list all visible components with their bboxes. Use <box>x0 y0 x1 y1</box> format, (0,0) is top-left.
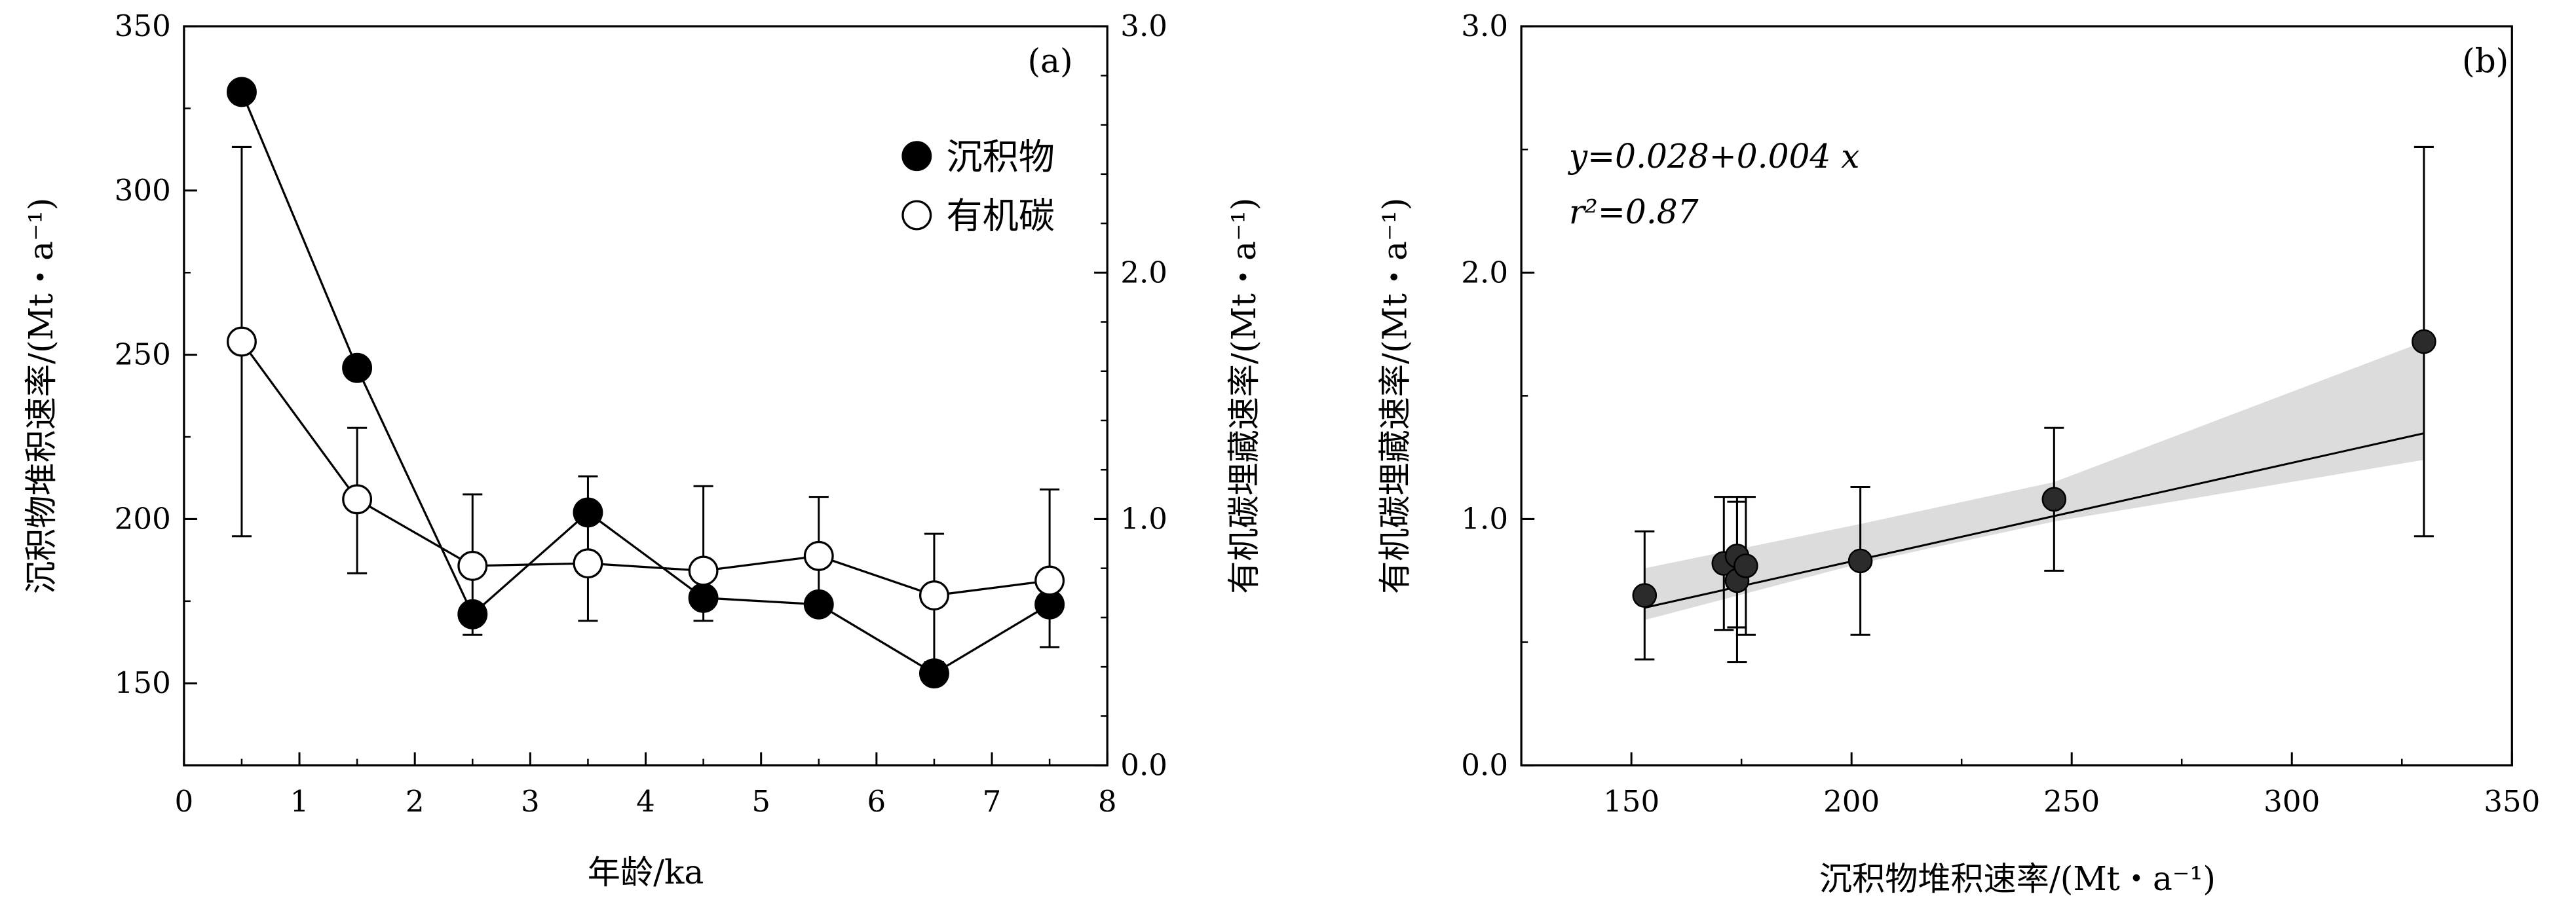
series-line-organic-carbon <box>240 341 1050 597</box>
panel-a-y-left-tick-label: 300 <box>115 173 171 208</box>
legend-marker-organic-carbon <box>901 200 932 231</box>
panel-b-label: (b) <box>2462 41 2509 80</box>
data-point-organic-carbon <box>342 484 373 515</box>
data-point-sediment <box>803 589 834 620</box>
panel-b-x-tick-label: 150 <box>1603 784 1659 819</box>
confidence-band <box>1644 341 2424 620</box>
panel-a-legend: 沉积物 有机碳 <box>901 136 1055 238</box>
panel-a-y-right-tick-label: 0.0 <box>1120 748 1167 783</box>
panel-a-x-tick-label: 1 <box>290 784 309 819</box>
panel-b-x-tick-label: 250 <box>2043 784 2100 819</box>
panel-b-y-tick-label: 0.0 <box>1461 748 1508 783</box>
legend-marker-sediment <box>901 141 932 172</box>
data-point-organic-carbon <box>1034 565 1065 596</box>
data-point-sediment <box>919 658 949 689</box>
data-point-organic-carbon <box>919 580 949 610</box>
scatter-point <box>1632 583 1657 608</box>
regression-line <box>1644 432 2425 609</box>
panel-a-xlabel: 年龄/ka <box>588 853 704 891</box>
panel-a-label: (a) <box>1027 41 1072 80</box>
panel-a-x-tick-label: 5 <box>751 784 770 819</box>
panel-b-y-tick-label: 1.0 <box>1461 501 1508 536</box>
data-point-sediment <box>688 582 719 613</box>
panel-a-y-left-tick-label: 350 <box>115 9 171 43</box>
panel-a-ylabel-left: 沉积物堆积速率/(Mt・a⁻¹) <box>22 198 60 594</box>
panel-a-y-left-tick-label: 150 <box>115 665 171 700</box>
data-point-sediment <box>457 599 488 629</box>
panel-a-y-right-tick-label: 2.0 <box>1120 255 1167 289</box>
data-point-sediment <box>226 77 257 107</box>
panel-a-y-right-tick-label: 1.0 <box>1120 501 1167 536</box>
panel-b-x-tick-label: 300 <box>2263 784 2320 819</box>
panel-a-x-tick-label: 8 <box>1098 784 1117 819</box>
scatter-point <box>1733 553 1758 578</box>
scatter-point <box>2041 487 2067 512</box>
panel-b-xlabel: 沉积物堆积速率/(Mt・a⁻¹) <box>1819 859 2216 898</box>
regression-equation: y=0.028+0.004 x <box>1568 137 1860 176</box>
panel-b-x-tick-label: 200 <box>1823 784 1880 819</box>
data-point-organic-carbon <box>688 555 719 586</box>
panel-b-y-tick-label: 2.0 <box>1461 255 1508 289</box>
panel-a-ylabel-right: 有机碳埋藏速率/(Mt・a⁻¹) <box>1224 198 1263 594</box>
data-point-sediment <box>573 497 603 528</box>
scatter-point <box>1847 548 1873 574</box>
panel-a-y-right-tick-label: 3.0 <box>1120 9 1167 43</box>
panel-b-ylabel: 有机碳埋藏速率/(Mt・a⁻¹) <box>1376 198 1414 594</box>
panel-a-x-tick-label: 3 <box>521 784 540 819</box>
r-squared: r²=0.87 <box>1569 193 1699 231</box>
series-line-sediment <box>240 91 1050 675</box>
data-point-organic-carbon <box>573 548 603 579</box>
legend-label-sediment: 沉积物 <box>946 136 1054 178</box>
panel-b-y-tick-label: 3.0 <box>1461 9 1508 43</box>
panel-a-y-left-tick-label: 250 <box>115 337 171 372</box>
data-point-organic-carbon <box>457 550 488 581</box>
scatter-point <box>2412 329 2436 354</box>
panel-a-x-tick-label: 7 <box>983 784 1002 819</box>
panel-a-x-tick-label: 2 <box>406 784 425 819</box>
data-point-sediment <box>342 352 373 383</box>
data-point-organic-carbon <box>803 540 834 571</box>
legend-label-organic-carbon: 有机碳 <box>946 196 1054 238</box>
panel-a-y-left-tick-label: 200 <box>115 501 171 536</box>
panel-a-x-tick-label: 0 <box>175 784 194 819</box>
panel-a-x-tick-label: 4 <box>636 784 655 819</box>
panel-a-x-tick-label: 6 <box>867 784 886 819</box>
panel-b-x-tick-label: 350 <box>2484 784 2540 819</box>
data-point-organic-carbon <box>226 326 257 357</box>
